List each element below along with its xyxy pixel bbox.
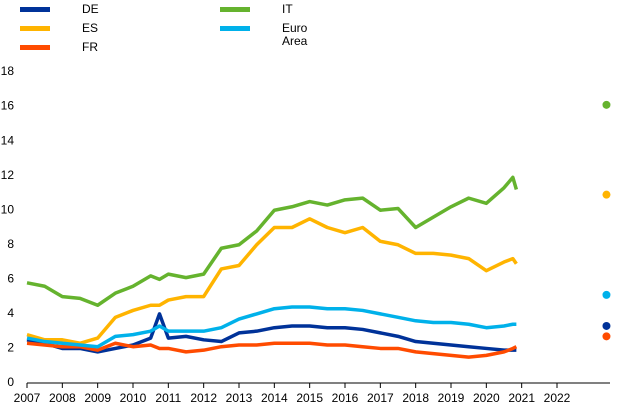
y-tick-label: 14: [1, 133, 15, 147]
x-tick-label: 2008: [49, 391, 76, 405]
x-tick-label: 2018: [402, 391, 429, 405]
series-line: [26, 341, 518, 359]
legend-label: IT: [282, 2, 293, 16]
y-tick-label: 10: [1, 202, 15, 216]
x-tick-label: 2011: [155, 391, 181, 405]
x-tick-label: 2009: [84, 391, 111, 405]
y-tick-label: 18: [1, 64, 15, 78]
legend-label: ES: [82, 21, 99, 35]
x-tick-label: 2013: [226, 391, 253, 405]
x-tick-label: 2020: [473, 391, 500, 405]
y-tick-label: 0: [7, 375, 14, 389]
end-point: [602, 321, 611, 330]
y-tick-label: 2: [7, 341, 14, 355]
end-point: [602, 332, 611, 341]
legend-swatch: [220, 26, 250, 31]
legend-label: DE: [82, 2, 99, 16]
x-tick-label: 2007: [14, 391, 41, 405]
x-tick-label: 2012: [190, 391, 217, 405]
series-line: [26, 305, 517, 349]
x-tick-label: 2014: [261, 391, 288, 405]
end-point: [602, 100, 611, 109]
legend-swatch: [20, 45, 50, 50]
legend-swatch: [220, 7, 250, 12]
y-tick-label: 6: [7, 272, 14, 286]
x-tick-label: 2021: [508, 391, 535, 405]
x-tick-label: 2015: [296, 391, 323, 405]
y-tick-label: 8: [7, 237, 14, 251]
y-tick-label: 16: [1, 99, 15, 113]
legend-label: Euro Area: [282, 21, 308, 48]
legend-swatch: [20, 7, 50, 12]
series-line: [26, 175, 519, 307]
series-line: [26, 312, 517, 354]
x-tick-label: 2019: [438, 391, 465, 405]
end-point: [602, 190, 611, 199]
y-tick-label: 4: [7, 306, 14, 320]
x-tick-label: 2016: [332, 391, 359, 405]
x-tick-label: 2010: [120, 391, 147, 405]
series-line: [26, 217, 518, 346]
y-tick-label: 12: [1, 168, 15, 182]
legend-swatch: [20, 26, 50, 31]
end-point: [602, 290, 611, 299]
legend-label: FR: [82, 40, 98, 54]
x-tick-label: 2022: [544, 391, 571, 405]
x-tick-label: 2017: [367, 391, 394, 405]
